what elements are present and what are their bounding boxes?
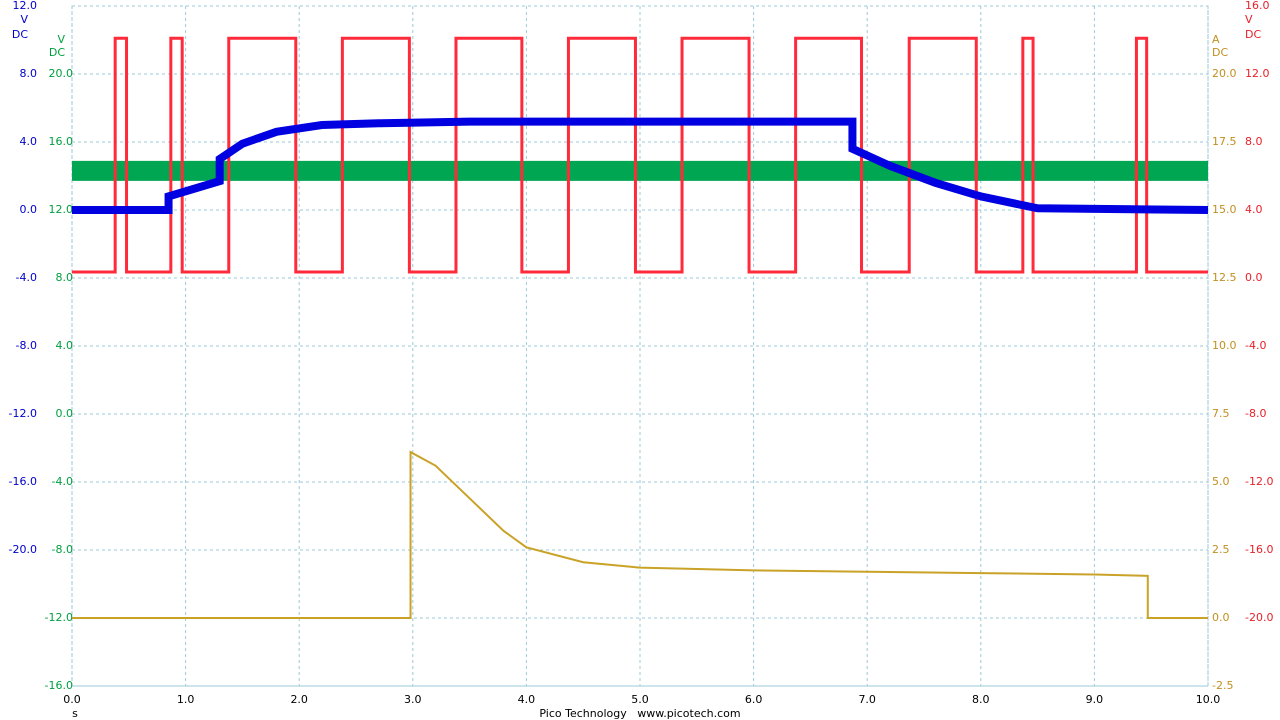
y-tick-label: 2.5 bbox=[1212, 543, 1230, 556]
x-tick-label: 0.0 bbox=[63, 693, 81, 706]
y-tick-label: 0.0 bbox=[20, 203, 38, 216]
axis-unit: A bbox=[1212, 33, 1220, 46]
x-tick-label: 9.0 bbox=[1086, 693, 1104, 706]
y-tick-label: 16.0 bbox=[49, 135, 74, 148]
y-tick-label: -4.0 bbox=[52, 475, 73, 488]
y-tick-label: 12.0 bbox=[49, 203, 74, 216]
y-tick-label: -12.0 bbox=[1245, 475, 1273, 488]
y-tick-label: -16.0 bbox=[45, 679, 73, 692]
x-tick-label: 4.0 bbox=[518, 693, 536, 706]
axis-unit: DC bbox=[49, 46, 65, 59]
y-tick-label: -4.0 bbox=[1245, 339, 1266, 352]
y-tick-label: 0.0 bbox=[1212, 611, 1230, 624]
y-tick-label: 4.0 bbox=[20, 135, 38, 148]
y-tick-label: 15.0 bbox=[1212, 203, 1237, 216]
y-tick-label: 20.0 bbox=[1212, 67, 1237, 80]
x-tick-label: 2.0 bbox=[290, 693, 308, 706]
y-tick-label: 20.0 bbox=[49, 67, 74, 80]
y-tick-label: 8.0 bbox=[20, 67, 38, 80]
x-tick-label: 5.0 bbox=[631, 693, 649, 706]
y-tick-label: 4.0 bbox=[56, 339, 74, 352]
y-tick-label: -2.5 bbox=[1212, 679, 1233, 692]
axis-unit: V bbox=[57, 33, 65, 46]
trace bbox=[72, 450, 1208, 619]
x-tick-label: 6.0 bbox=[745, 693, 763, 706]
y-tick-label: -8.0 bbox=[1245, 407, 1266, 420]
y-tick-label: 8.0 bbox=[1245, 135, 1263, 148]
y-tick-label: 4.0 bbox=[1245, 203, 1263, 216]
y-tick-label: -8.0 bbox=[16, 339, 37, 352]
y-tick-label: 0.0 bbox=[1245, 271, 1263, 284]
axis-unit: V bbox=[20, 13, 28, 26]
axis-unit: DC bbox=[12, 28, 28, 41]
y-tick-label: 16.0 bbox=[1245, 0, 1270, 12]
x-tick-label: 8.0 bbox=[972, 693, 990, 706]
y-tick-label: 0.0 bbox=[56, 407, 74, 420]
y-tick-label: -8.0 bbox=[52, 543, 73, 556]
trace bbox=[72, 36, 1208, 274]
y-tick-label: 7.5 bbox=[1212, 407, 1230, 420]
footer: Pico Technology www.picotech.com bbox=[539, 707, 740, 720]
y-tick-label: 5.0 bbox=[1212, 475, 1230, 488]
x-tick-label: 10.0 bbox=[1196, 693, 1221, 706]
axis-unit: DC bbox=[1245, 28, 1261, 41]
y-tick-label: 17.5 bbox=[1212, 135, 1237, 148]
y-tick-label: 12.5 bbox=[1212, 271, 1237, 284]
y-tick-label: -12.0 bbox=[9, 407, 37, 420]
x-tick-label: 7.0 bbox=[858, 693, 876, 706]
y-tick-label: -20.0 bbox=[1245, 611, 1273, 624]
trace bbox=[72, 117, 1209, 214]
x-tick-label: 1.0 bbox=[177, 693, 195, 706]
y-tick-label: -4.0 bbox=[16, 271, 37, 284]
x-unit: s bbox=[72, 707, 78, 720]
y-tick-label: 8.0 bbox=[56, 271, 74, 284]
y-tick-label: -16.0 bbox=[9, 475, 37, 488]
axis-unit: DC bbox=[1212, 46, 1228, 59]
y-tick-label: -12.0 bbox=[45, 611, 73, 624]
y-tick-label: -20.0 bbox=[9, 543, 37, 556]
y-tick-label: 12.0 bbox=[13, 0, 38, 12]
y-tick-label: 12.0 bbox=[1245, 67, 1270, 80]
y-tick-label: 10.0 bbox=[1212, 339, 1237, 352]
axis-unit: V bbox=[1245, 13, 1253, 26]
y-tick-label: -16.0 bbox=[1245, 543, 1273, 556]
x-tick-label: 3.0 bbox=[404, 693, 422, 706]
